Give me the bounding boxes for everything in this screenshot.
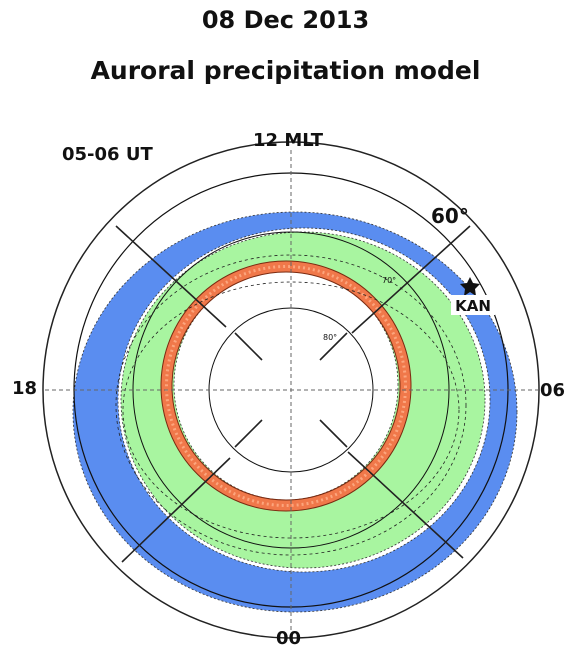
meridian-se-outer	[347, 451, 464, 559]
outer-precipitation-band	[72, 211, 518, 613]
outer-boundary-circle	[42, 141, 540, 639]
reference-oval-2	[122, 281, 460, 539]
inner-spoke-nw	[234, 332, 263, 361]
inner-ring-texture	[165, 265, 407, 507]
dawn-label: 06	[540, 380, 566, 401]
dusk-label: 18	[12, 378, 38, 399]
inner-spoke-se	[319, 419, 348, 448]
latitude-label-70: 70°	[382, 276, 396, 285]
noon-mlt-label: 12 MLT	[253, 130, 323, 151]
date-title: 08 Dec 2013	[201, 6, 370, 34]
inner-precipitation-ring	[160, 260, 412, 512]
star-icon	[460, 277, 480, 296]
station-kan: KAN	[451, 277, 495, 315]
inner-spoke-sw	[234, 419, 263, 448]
time-label: 05-06 UT	[62, 144, 153, 165]
meridian-nw-outer	[115, 225, 227, 328]
meridian-sw-outer	[121, 457, 231, 563]
latitude-label-80: 80°	[323, 333, 337, 342]
station-label: KAN	[455, 297, 491, 315]
model-title: Auroral precipitation model	[90, 56, 481, 85]
meridian-ne-outer	[351, 225, 471, 334]
inner-spoke-ne	[319, 332, 348, 361]
reference-oval-1	[115, 254, 467, 556]
midnight-label: 00	[276, 628, 302, 649]
latitude-60-label: 60°	[431, 204, 469, 228]
